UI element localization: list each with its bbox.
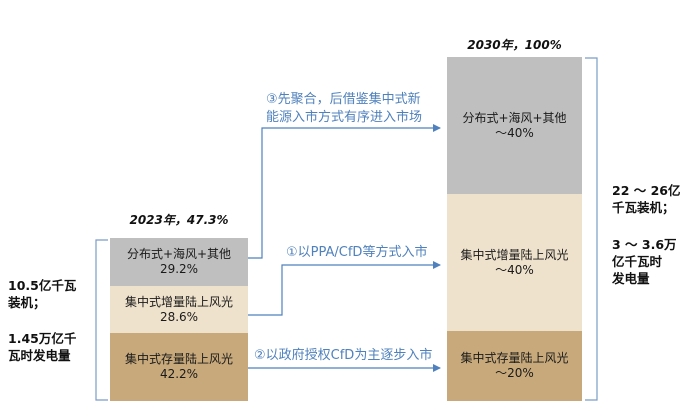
arrow-1-label: ①以PPA/CfD等方式入市 (286, 245, 428, 260)
bar-2030-segment-incremental: 集中式增量陆上风光 ～40% (447, 194, 582, 331)
left-bracket (95, 239, 108, 401)
right-generation-note: 3 ～ 3.6万 亿千瓦时 发电量 (612, 237, 677, 286)
bar-2023-segment-incremental: 集中式增量陆上风光 28.6% (110, 286, 248, 333)
segment-label: 分布式+海风+其他 (126, 247, 232, 261)
left-capacity-note: 10.5亿千瓦 装机； (8, 278, 77, 310)
bar-2023-segment-distributed: 分布式+海风+其他 29.2% (110, 238, 248, 286)
segment-value: 28.6% (159, 309, 199, 324)
right-capacity-note: 22 ～ 26亿 千瓦装机； (612, 183, 681, 215)
arrow-3-line (248, 124, 441, 259)
segment-value: 29.2% (159, 262, 199, 276)
segment-label: 集中式增量陆上风光 (124, 294, 233, 309)
segment-label: 集中式存量陆上风光 (460, 351, 569, 365)
segment-value: ～40% (495, 125, 534, 140)
arrow-2-label: ②以政府授权CfD为主逐步入市 (254, 348, 433, 363)
segment-label: 集中式增量陆上风光 (460, 247, 569, 262)
arrow-3-label: ③先聚合，后借鉴集中式新 能源入市方式有序进入市场 (266, 92, 423, 125)
segment-label: 集中式存量陆上风光 (124, 352, 233, 366)
bar-2030-segment-distributed: 分布式+海风+其他 ～40% (447, 57, 582, 194)
segment-label: 分布式+海风+其他 (462, 110, 567, 125)
segment-value: 42.2% (159, 367, 199, 381)
bar-2030-title: 2030年，100% (467, 38, 562, 52)
bar-2023-title: 2023年，47.3% (129, 213, 229, 227)
left-generation-note: 1.45万亿千 瓦时发电量 (8, 331, 77, 363)
segment-value: ～20% (495, 366, 534, 380)
arrow-1-line (248, 261, 441, 316)
segment-value: ～40% (495, 262, 534, 277)
bar-2023-segment-existing: 集中式存量陆上风光 42.2% (110, 333, 248, 401)
right-bracket (585, 57, 598, 401)
bar-2030-segment-existing: 集中式存量陆上风光 ～20% (447, 331, 582, 401)
